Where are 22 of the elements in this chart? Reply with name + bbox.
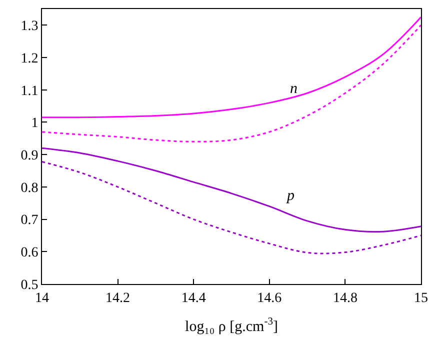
y-tick-label: 0.5 <box>20 278 38 293</box>
annotation: p <box>286 188 295 204</box>
line-series <box>42 24 421 142</box>
line-series <box>42 147 421 233</box>
y-tick-label: 0.9 <box>20 148 38 164</box>
y-tick-label: 0.6 <box>20 246 38 261</box>
y-tick-label: 1.2 <box>20 51 38 66</box>
x-tick-label: 14.8 <box>332 290 358 306</box>
y-tick-label: 1 <box>31 116 38 132</box>
y-tick-label: 1.1 <box>20 84 38 99</box>
x-tick-label: 14.6 <box>257 290 282 306</box>
x-tick-label: 14.4 <box>181 290 206 306</box>
x-tick-label: 14.2 <box>106 290 130 306</box>
y-tick-label: 1.3 <box>20 19 38 34</box>
y-tick-label: 0.7 <box>20 213 38 228</box>
line-series <box>42 160 421 254</box>
x-axis-title: log₁₀ ρ [g.cm$^{-3}$] <box>185 316 278 335</box>
x-tick-label: 15 <box>414 290 428 306</box>
x-tick-label: 14 <box>35 290 49 306</box>
line-series <box>42 16 421 118</box>
y-tick-label: 0.8 <box>20 180 38 196</box>
annotation: n <box>290 81 298 97</box>
